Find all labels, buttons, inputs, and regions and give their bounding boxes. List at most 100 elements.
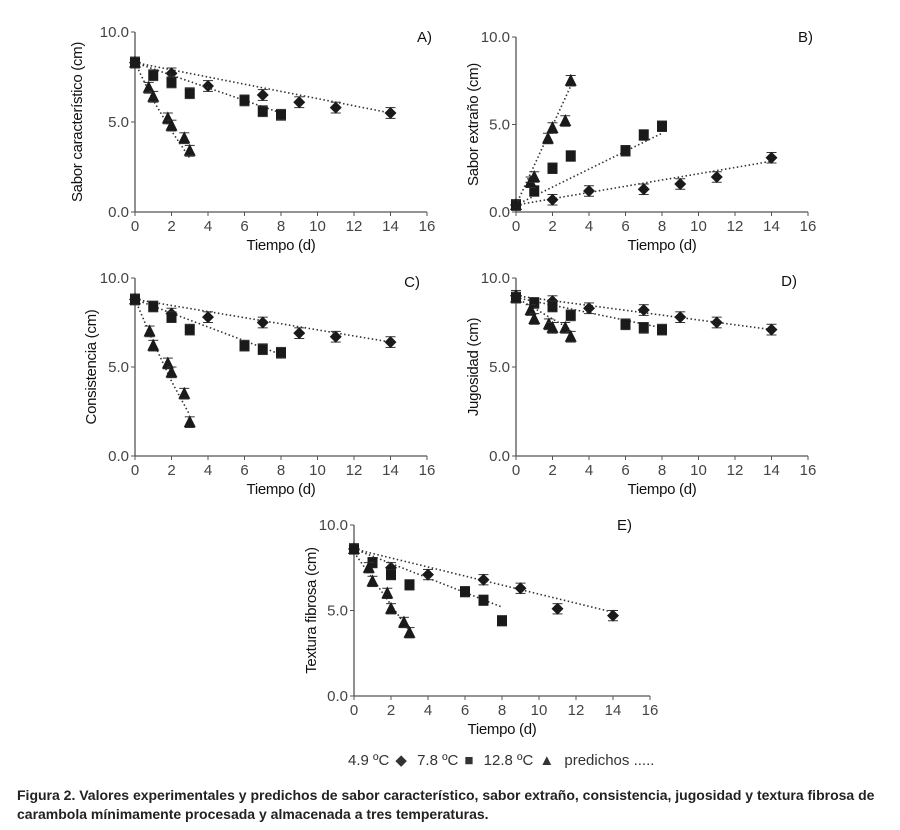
data-point-triangle: [147, 89, 160, 102]
data-point-diamond: [477, 573, 490, 586]
figure-caption: Figura 2. Valores experimentales y predi…: [17, 787, 875, 822]
legend-label-predichos: predichos .....: [564, 752, 655, 769]
data-point-diamond: [256, 316, 269, 329]
x-tick-label: 12: [727, 218, 744, 235]
y-tick-label: 0.0: [108, 204, 129, 221]
data-point-triangle: [178, 386, 191, 399]
data-point-diamond: [329, 101, 342, 114]
x-tick-label: 10: [690, 462, 707, 479]
data-point-triangle: [381, 586, 394, 599]
data-point-square: [257, 344, 268, 355]
data-point-triangle: [147, 338, 160, 351]
data-point-triangle: [528, 311, 541, 324]
fit-line-square: [134, 61, 282, 114]
data-point-square: [638, 130, 649, 140]
y-tick-label: 5.0: [327, 603, 348, 620]
x-tick-label: 16: [800, 462, 817, 479]
data-point-triangle: [143, 324, 156, 337]
x-tick-label: 2: [548, 462, 556, 479]
x-tick-label: 0: [131, 462, 139, 479]
data-point-triangle: [546, 320, 559, 333]
x-tick-label: 14: [763, 462, 780, 479]
x-tick-label: 16: [642, 702, 659, 719]
x-tick-label: 12: [727, 462, 744, 479]
data-point-diamond: [674, 311, 687, 324]
x-tick-label: 4: [204, 462, 212, 479]
x-tick-label: 12: [568, 702, 585, 719]
data-point-diamond: [637, 183, 650, 196]
data-point-triangle: [142, 80, 155, 93]
data-point-triangle: [348, 541, 360, 554]
data-point-triangle: [129, 292, 141, 305]
y-axis-label: Consistencia (cm): [83, 309, 100, 424]
legend-label-7-8: 7.8 ºC: [417, 752, 459, 769]
x-tick-label: 12: [346, 462, 363, 479]
fit-line-triangle: [515, 296, 572, 331]
y-axis-label: Sabor característico (cm): [69, 42, 86, 202]
data-point-square: [239, 95, 250, 106]
data-point-diamond: [710, 316, 723, 329]
x-tick-label: 2: [387, 702, 395, 719]
x-tick-label: 2: [167, 462, 175, 479]
data-point-diamond: [765, 323, 778, 336]
x-tick-label: 6: [461, 702, 469, 719]
x-tick-label: 10: [531, 702, 548, 719]
data-point-square: [166, 77, 177, 88]
data-point-triangle: [161, 356, 174, 369]
data-point-triangle: [165, 118, 178, 131]
fit-line-square: [515, 132, 663, 206]
data-point-triangle: [385, 601, 397, 614]
data-point-square: [529, 186, 540, 196]
y-tick-label: 10.0: [100, 24, 129, 41]
fit-line-diamond: [134, 61, 391, 114]
data-point-square: [547, 301, 558, 312]
panel-label: C): [404, 274, 420, 291]
data-point-square: [404, 579, 415, 590]
data-point-square: [657, 324, 667, 335]
y-tick-label: 5.0: [489, 359, 510, 376]
figure: 0 2 4 6 8 10 12 14 16 0.0 5.0 10.0 Tiempo (d) Sabor c…: [69, 24, 817, 738]
x-tick-label: 16: [419, 462, 436, 479]
data-point-triangle: [397, 615, 410, 628]
data-point-diamond: [384, 336, 397, 349]
data-point-square: [184, 88, 195, 99]
x-tick-label: 16: [800, 218, 817, 235]
data-point-diamond: [293, 327, 306, 340]
y-tick-label: 0.0: [327, 688, 348, 705]
data-point-triangle: [362, 560, 375, 573]
panel-label: A): [417, 29, 432, 46]
data-point-square: [497, 615, 507, 626]
data-point-triangle: [165, 365, 178, 378]
x-tick-label: 6: [621, 218, 629, 235]
data-point-square: [148, 70, 159, 81]
x-tick-label: 16: [419, 218, 436, 235]
data-point-square: [657, 121, 667, 132]
data-point-triangle: [510, 290, 522, 303]
fit-line-triangle: [515, 85, 572, 206]
x-tick-label: 10: [690, 218, 707, 235]
data-point-diamond: [165, 67, 178, 80]
legend-label-12-8: 12.8 ºC: [483, 752, 534, 769]
fit-line-square: [353, 548, 503, 608]
y-tick-label: 10.0: [481, 29, 510, 46]
x-tick-label: 14: [382, 218, 399, 235]
data-point-square: [239, 340, 250, 351]
y-tick-label: 10.0: [319, 517, 348, 534]
data-point-triangle: [564, 73, 577, 86]
data-point-diamond: [422, 568, 434, 581]
data-point-triangle: [183, 143, 196, 156]
y-tick-label: 0.0: [489, 204, 510, 221]
x-tick-label: 14: [605, 702, 622, 719]
x-tick-label: 4: [585, 218, 593, 235]
y-axis-label: Jugosidad (cm): [465, 318, 482, 417]
x-tick-label: 8: [277, 462, 285, 479]
x-axis-label: Tiempo (d): [468, 721, 537, 738]
legend-label-4-9: 4.9 ºC: [348, 752, 390, 769]
y-axis-label: Textura fibrosa (cm): [303, 547, 320, 674]
x-tick-label: 6: [240, 218, 248, 235]
x-tick-label: 8: [658, 218, 666, 235]
data-point-triangle: [546, 121, 559, 133]
x-tick-label: 6: [240, 462, 248, 479]
data-point-square: [565, 310, 576, 321]
legend-square-icon: ■: [464, 752, 474, 769]
